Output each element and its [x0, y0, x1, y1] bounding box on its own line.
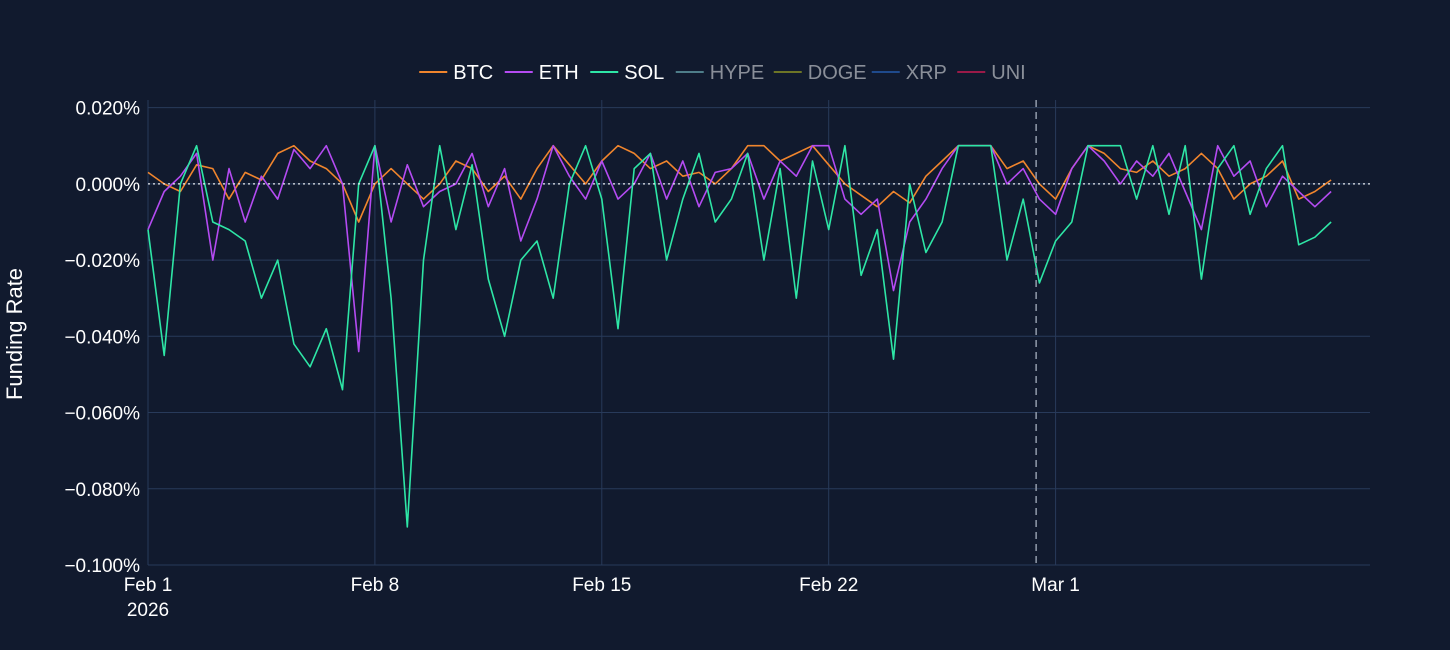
series-line-sol [147, 144, 1332, 528]
y-tick-label: −0.060% [64, 404, 140, 425]
x-tick-year: 2026 [127, 600, 169, 621]
legend-item-sol[interactable]: SOL [590, 62, 664, 84]
x-tick-label: Mar 1 [1031, 575, 1080, 596]
y-tick-label: −0.080% [64, 480, 140, 501]
x-tick-label: Feb 8 [351, 575, 400, 596]
legend-item-hype[interactable]: HYPE [675, 62, 764, 84]
series-line-btc [147, 144, 1332, 223]
x-tick-label: Feb 1 [124, 575, 173, 596]
y-tick-label: −0.040% [64, 327, 140, 348]
legend-item-doge[interactable]: DOGE [773, 62, 867, 84]
x-tick-label: Feb 22 [799, 575, 858, 596]
y-tick-label: 0.020% [76, 99, 141, 120]
series-layer [147, 144, 1332, 528]
legend-label: XRP [906, 62, 947, 84]
y-tick-label: 0.000% [76, 175, 141, 196]
y-tick-label: −0.100% [64, 556, 140, 577]
y-axis-title: Funding Rate [2, 268, 27, 400]
legend[interactable]: BTC ETH SOL HYPE DOGE XRP UNI [419, 62, 1026, 84]
reference-lines [148, 100, 1370, 565]
legend-item-xrp[interactable]: XRP [871, 62, 947, 84]
axes: 0.020% 0.000% −0.020% −0.040% −0.060% −0.080%… [64, 99, 1079, 621]
y-tick-label: −0.020% [64, 251, 140, 272]
legend-item-btc[interactable]: BTC [419, 62, 493, 84]
grid-layer [147, 100, 1370, 566]
legend-item-uni[interactable]: UNI [957, 62, 1026, 84]
legend-label: BTC [453, 62, 493, 84]
series-line-eth [147, 144, 1332, 353]
legend-item-eth[interactable]: ETH [504, 62, 579, 84]
x-tick-label: Feb 15 [572, 575, 631, 596]
legend-label: ETH [539, 62, 579, 84]
legend-label: DOGE [808, 62, 867, 84]
legend-label: HYPE [710, 62, 764, 84]
legend-label: UNI [991, 62, 1025, 84]
legend-label: SOL [624, 62, 664, 84]
